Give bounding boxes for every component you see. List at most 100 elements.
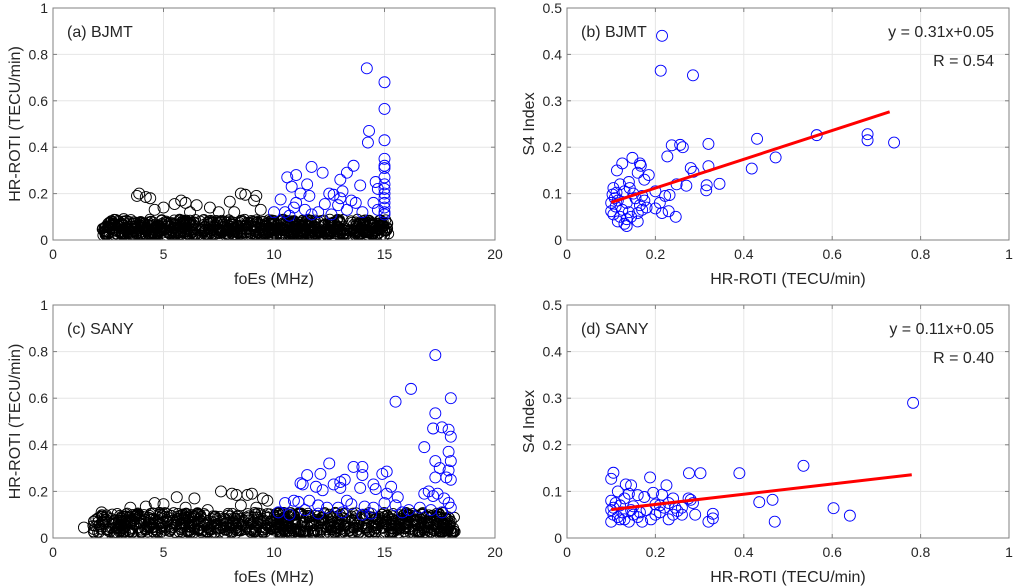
data-point: [283, 209, 296, 222]
data-point: [112, 523, 124, 535]
y-tick-label: 0.6: [29, 390, 49, 406]
data-point: [274, 519, 286, 531]
data-point: [640, 201, 653, 214]
data-point: [205, 214, 216, 226]
data-point: [298, 203, 311, 216]
data-point: [223, 195, 236, 208]
data-point: [189, 523, 201, 535]
data-point: [312, 206, 325, 219]
panel-c: 0 5 10 15 20 0 0.2 0.4 0.6 0.8 1 foEs (MHz) HR-ROTI …: [7, 297, 503, 586]
panel-label: (a) BJMT: [67, 24, 133, 41]
data-point: [649, 202, 662, 215]
data-point: [378, 208, 391, 221]
data-point: [324, 228, 336, 240]
data-point: [208, 220, 220, 232]
data-point: [680, 179, 693, 192]
data-point: [338, 473, 351, 486]
data-point: [117, 228, 129, 240]
data-point: [133, 187, 146, 200]
data-point: [378, 134, 391, 147]
data-point: [258, 228, 270, 240]
x-tick-label: 20: [487, 246, 503, 262]
x-tick-label: 0: [563, 544, 571, 560]
data-point: [265, 219, 277, 231]
data-point: [325, 208, 338, 221]
data-point: [861, 128, 874, 141]
data-point: [177, 518, 189, 530]
data-point: [272, 228, 284, 240]
data-point: [275, 218, 286, 230]
y-tick-label: 1: [40, 297, 48, 313]
series-black: [77, 485, 461, 538]
data-point: [375, 516, 386, 528]
y-tick-label: 0.8: [29, 344, 49, 360]
data-point: [427, 422, 440, 435]
data-point: [332, 220, 344, 232]
data-point: [347, 460, 360, 473]
data-point: [619, 478, 632, 491]
data-point: [702, 138, 715, 150]
data-point: [77, 521, 90, 534]
x-tick-label: 15: [377, 544, 393, 560]
data-point: [228, 206, 241, 219]
data-point: [187, 511, 199, 523]
correlation-coefficient: R = 0.40: [933, 350, 994, 367]
data-point: [367, 501, 380, 514]
y-tick-label: 0.6: [29, 93, 49, 109]
data-point: [700, 179, 713, 192]
data-point: [312, 507, 325, 520]
data-point: [694, 467, 707, 480]
data-point: [610, 164, 623, 177]
data-point: [336, 185, 349, 198]
data-point: [605, 196, 618, 209]
data-point: [247, 229, 259, 240]
data-point: [334, 481, 347, 494]
data-point: [400, 507, 412, 518]
data-point: [287, 494, 300, 507]
data-point: [389, 395, 402, 408]
y-tick-label: 1: [40, 0, 48, 16]
data-point: [861, 134, 874, 147]
data-point: [217, 218, 229, 230]
data-point: [347, 159, 360, 172]
data-point: [389, 518, 402, 530]
data-point: [378, 206, 391, 219]
data-point: [212, 206, 225, 219]
data-point: [157, 201, 170, 214]
data-point: [327, 188, 340, 201]
data-point: [292, 220, 304, 232]
data-point: [334, 192, 347, 205]
x-axis-label: foEs (MHz): [234, 569, 314, 586]
data-point: [671, 505, 684, 517]
data-point: [371, 203, 384, 216]
data-point: [155, 522, 167, 534]
data-point: [248, 225, 260, 237]
data-point: [444, 430, 457, 443]
data-point: [157, 498, 170, 511]
data-point: [391, 491, 404, 504]
data-point: [147, 517, 159, 529]
data-point: [316, 484, 329, 497]
series-blue: [605, 29, 901, 233]
data-point: [768, 515, 781, 528]
data-point: [160, 225, 172, 237]
data-point: [304, 214, 316, 226]
data-point: [378, 183, 391, 195]
data-point: [215, 485, 227, 498]
data-point: [316, 229, 328, 240]
y-tick-label: 0.5: [543, 297, 563, 313]
data-point: [745, 162, 758, 175]
data-point: [444, 392, 457, 405]
data-point: [264, 515, 276, 527]
data-point: [340, 166, 353, 179]
data-point: [367, 519, 379, 531]
data-point: [175, 194, 188, 207]
data-point: [907, 396, 920, 409]
data-point: [178, 219, 190, 231]
axes-box: [566, 304, 1010, 539]
data-point: [638, 194, 651, 207]
data-point: [323, 187, 336, 200]
data-point: [605, 472, 618, 485]
data-point: [389, 499, 402, 512]
data-point: [190, 229, 202, 240]
